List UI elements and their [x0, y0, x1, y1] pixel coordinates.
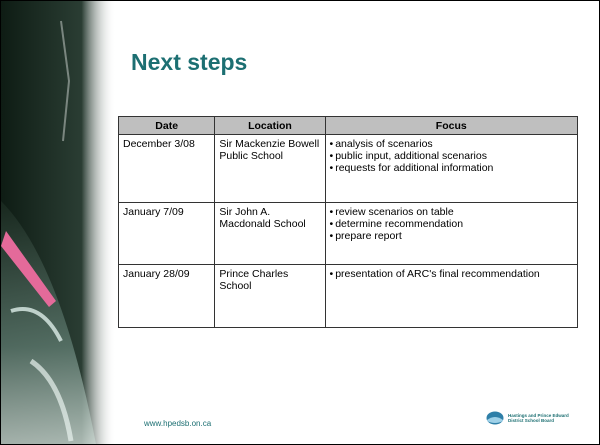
logo-line: Hastings and Prince Edward: [508, 413, 569, 418]
date-cell: January 28/09: [117, 264, 216, 328]
location-cell: Sir Mackenzie Bowell Public School: [214, 134, 326, 203]
footer-url: www.hpedsb.on.ca: [144, 419, 212, 428]
focus-cell: analysis of scenariospublic input, addit…: [324, 134, 579, 203]
logo: Hastings and Prince Edward District Schoo…: [486, 411, 569, 425]
location-cell: Sir John A. Macdonald School: [214, 202, 326, 265]
column-header: Location: [214, 116, 326, 135]
focus-cell: review scenarios on tabledetermine recom…: [324, 202, 579, 265]
focus-list: presentation of ARC's final recommendati…: [330, 268, 573, 280]
focus-list: analysis of scenariospublic input, addit…: [330, 138, 573, 174]
chalkboard-decoration: [1, 1, 116, 444]
logo-icon: [486, 411, 504, 425]
focus-item: presentation of ARC's final recommendati…: [330, 268, 573, 280]
focus-item: review scenarios on table: [330, 206, 573, 218]
column-header: Focus: [324, 116, 579, 135]
logo-line: District School Board: [508, 418, 555, 423]
focus-item: determine recommendation: [330, 218, 573, 230]
location-cell: Prince Charles School: [214, 264, 326, 328]
date-cell: January 7/09: [117, 202, 216, 265]
table-row: December 3/08 Sir Mackenzie Bowell Public…: [117, 134, 579, 203]
focus-cell: presentation of ARC's final recommendati…: [324, 264, 579, 328]
focus-item: requests for additional information: [330, 162, 573, 174]
table-row: January 7/09 Sir John A. Macdonald School…: [117, 202, 579, 265]
slide-title: Next steps: [131, 49, 248, 75]
focus-item: prepare report: [330, 230, 573, 242]
focus-item: analysis of scenarios: [330, 138, 573, 150]
logo-text: Hastings and Prince Edward District Schoo…: [508, 413, 569, 423]
focus-list: review scenarios on tabledetermine recom…: [330, 206, 573, 242]
schedule-table: Date Location Focus December 3/08 Sir Macke…: [117, 116, 579, 328]
header-row: Date Location Focus: [117, 116, 579, 135]
focus-item: public input, additional scenarios: [330, 150, 573, 162]
date-cell: December 3/08: [117, 134, 216, 203]
column-header: Date: [117, 116, 216, 135]
table-body: December 3/08 Sir Mackenzie Bowell Public…: [117, 134, 579, 328]
